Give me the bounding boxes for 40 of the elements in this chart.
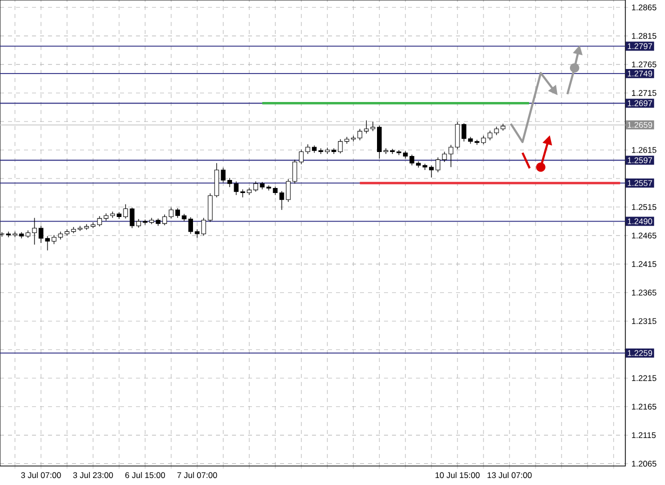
ref-line-label: 1.2490 [628, 218, 652, 224]
candlestick [188, 216, 194, 234]
y-tick-label: 1.2115 [632, 432, 656, 438]
y-tick-label: 1.2765 [632, 62, 656, 68]
ref-line-label: 1.2597 [628, 157, 652, 164]
y-tick-label: 1.2315 [632, 318, 656, 324]
y-tick-label: 1.2215 [632, 375, 656, 382]
x-tick-label: 3 Jul 23:00 [73, 472, 113, 478]
ref-line-label: 1.2697 [628, 100, 652, 106]
candlestick [227, 178, 232, 188]
y-tick-label: 1.2615 [632, 147, 656, 153]
ref-line-label: 1.2659 [628, 122, 652, 128]
ref-line-label: 1.2557 [628, 180, 652, 186]
y-tick-label: 1.2815 [632, 33, 656, 39]
candlestick [292, 159, 298, 184]
x-tick-label: 13 Jul 07:00 [488, 472, 532, 478]
candlestick [253, 181, 258, 192]
candlestick [298, 149, 304, 165]
candlestick [338, 138, 343, 154]
y-tick-label: 1.2515 [632, 204, 656, 210]
y-tick-label: 1.2715 [632, 90, 656, 96]
ref-line-label: 1.2749 [628, 70, 652, 77]
ref-line-label: 1.2259 [628, 350, 652, 356]
y-tick-label: 1.2415 [632, 261, 656, 268]
y-tick-label: 1.2865 [632, 4, 656, 10]
y-tick-label: 1.2365 [632, 290, 656, 296]
candlestick [286, 178, 291, 202]
x-tick-label: 3 Jul 07:00 [21, 472, 61, 478]
ref-line-label: 1.2797 [628, 43, 652, 50]
x-tick-label: 10 Jul 15:00 [436, 472, 480, 478]
y-tick-label: 1.2065 [632, 460, 656, 467]
y-tick-label: 1.2165 [632, 404, 656, 410]
x-tick-label: 7 Jul 07:00 [177, 472, 218, 478]
candlestick [234, 181, 239, 196]
x-tick-label: 6 Jul 15:00 [125, 472, 165, 478]
y-tick-label: 1.2465 [632, 232, 656, 238]
candlestick [220, 167, 226, 183]
candlestick [201, 218, 206, 236]
candlestick [279, 190, 284, 210]
candlestick [305, 144, 310, 154]
